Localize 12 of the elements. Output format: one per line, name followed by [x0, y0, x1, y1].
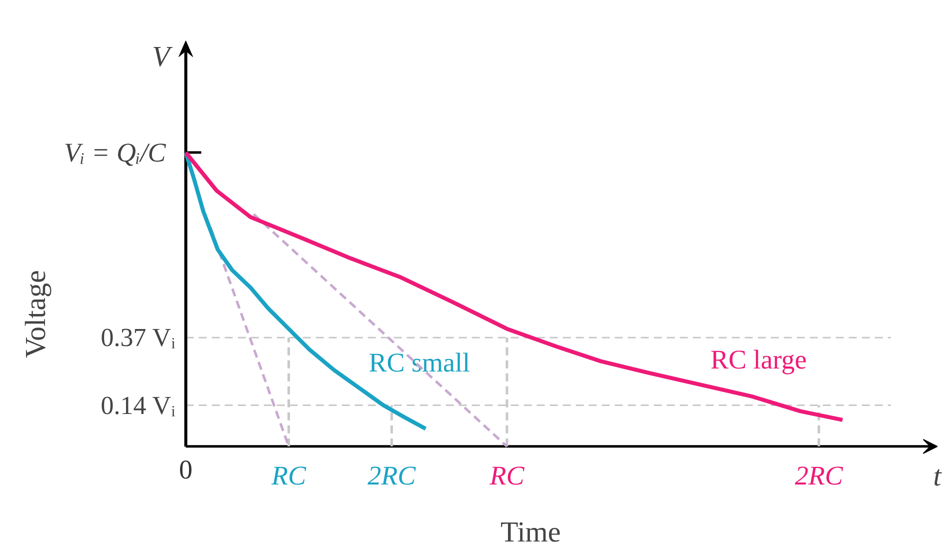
text: t: [933, 460, 942, 492]
x-tick-label: 2RC: [368, 460, 417, 490]
series-label: RC small: [368, 348, 470, 378]
y-axis-title: Voltage: [20, 270, 52, 358]
ref-line-label: 0.14 Vᵢ: [100, 390, 176, 420]
x-axis-title: Time: [500, 516, 561, 545]
x-tick-label: 0: [179, 454, 193, 484]
x-tick-label: RC: [270, 460, 307, 490]
series-label: RC large: [710, 344, 807, 375]
annotation: Vᵢ = Qᵢ/C: [64, 137, 167, 168]
ref-line-label: 0.37 Vᵢ: [100, 323, 176, 352]
text: V: [152, 40, 174, 73]
